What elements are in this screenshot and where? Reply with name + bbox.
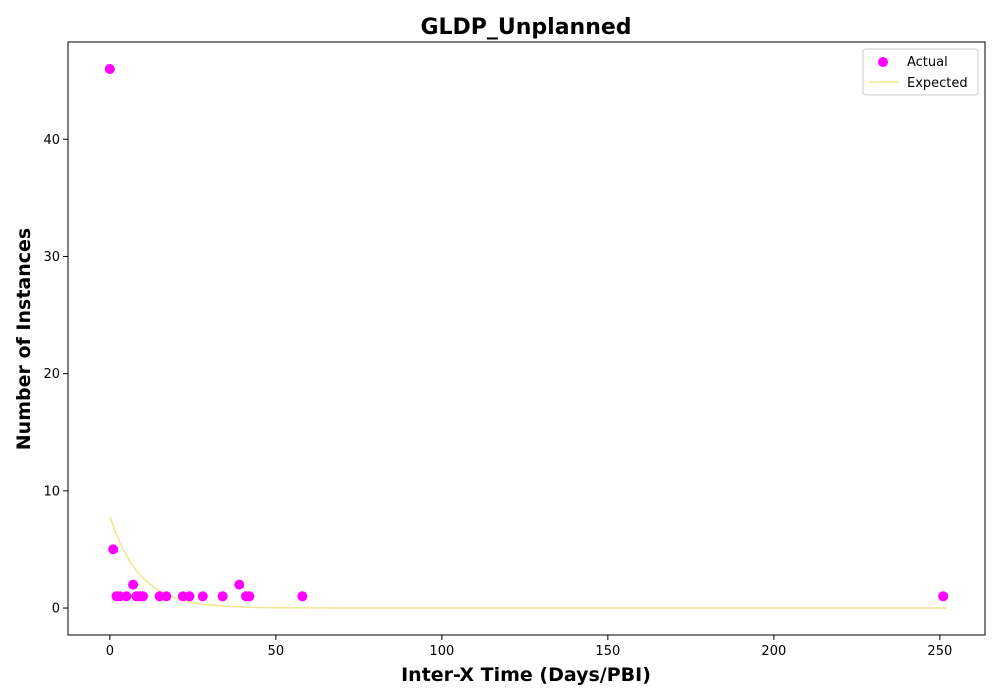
actual-point: [138, 591, 148, 602]
actual-point: [244, 591, 255, 602]
legend-expected-label: Expected: [907, 76, 968, 91]
x-tick-label: 150: [595, 644, 620, 659]
actual-point: [197, 591, 208, 602]
y-axis-label: Number of Instances: [13, 228, 35, 450]
x-tick-label: 50: [268, 644, 285, 659]
actual-point: [234, 579, 245, 590]
y-tick-label: 40: [43, 133, 60, 148]
y-tick-label: 20: [43, 367, 60, 382]
y-tick-label: 0: [52, 602, 60, 617]
plot-area: [104, 64, 949, 609]
x-tick-label: 250: [927, 644, 952, 659]
axis-ticks: 0 50 100 150 200 250 0 10 20 30 40: [43, 133, 952, 659]
y-tick-label: 30: [43, 250, 60, 265]
actual-point: [161, 591, 172, 602]
legend-box: [862, 48, 979, 96]
legend: Actual Expected: [862, 48, 979, 96]
x-tick-label: 200: [761, 644, 786, 659]
actual-point: [104, 64, 115, 74]
expected-line: [109, 516, 947, 609]
actual-point: [128, 579, 139, 590]
plot-frame: [67, 41, 986, 636]
actual-point: [217, 591, 228, 602]
y-tick-label: 10: [43, 484, 60, 499]
legend-actual-marker: [878, 57, 888, 67]
actual-point: [121, 591, 132, 602]
x-tick-label: 100: [429, 644, 454, 659]
actual-point: [297, 591, 308, 602]
chart-title: GLDP_Unplanned: [420, 15, 631, 40]
x-axis-label: Inter-X Time (Days/PBI): [401, 664, 651, 686]
legend-actual-label: Actual: [907, 55, 948, 70]
actual-point: [938, 591, 949, 602]
actual-point: [108, 544, 119, 555]
actual-point: [184, 591, 195, 602]
x-tick-label: 0: [106, 644, 114, 659]
